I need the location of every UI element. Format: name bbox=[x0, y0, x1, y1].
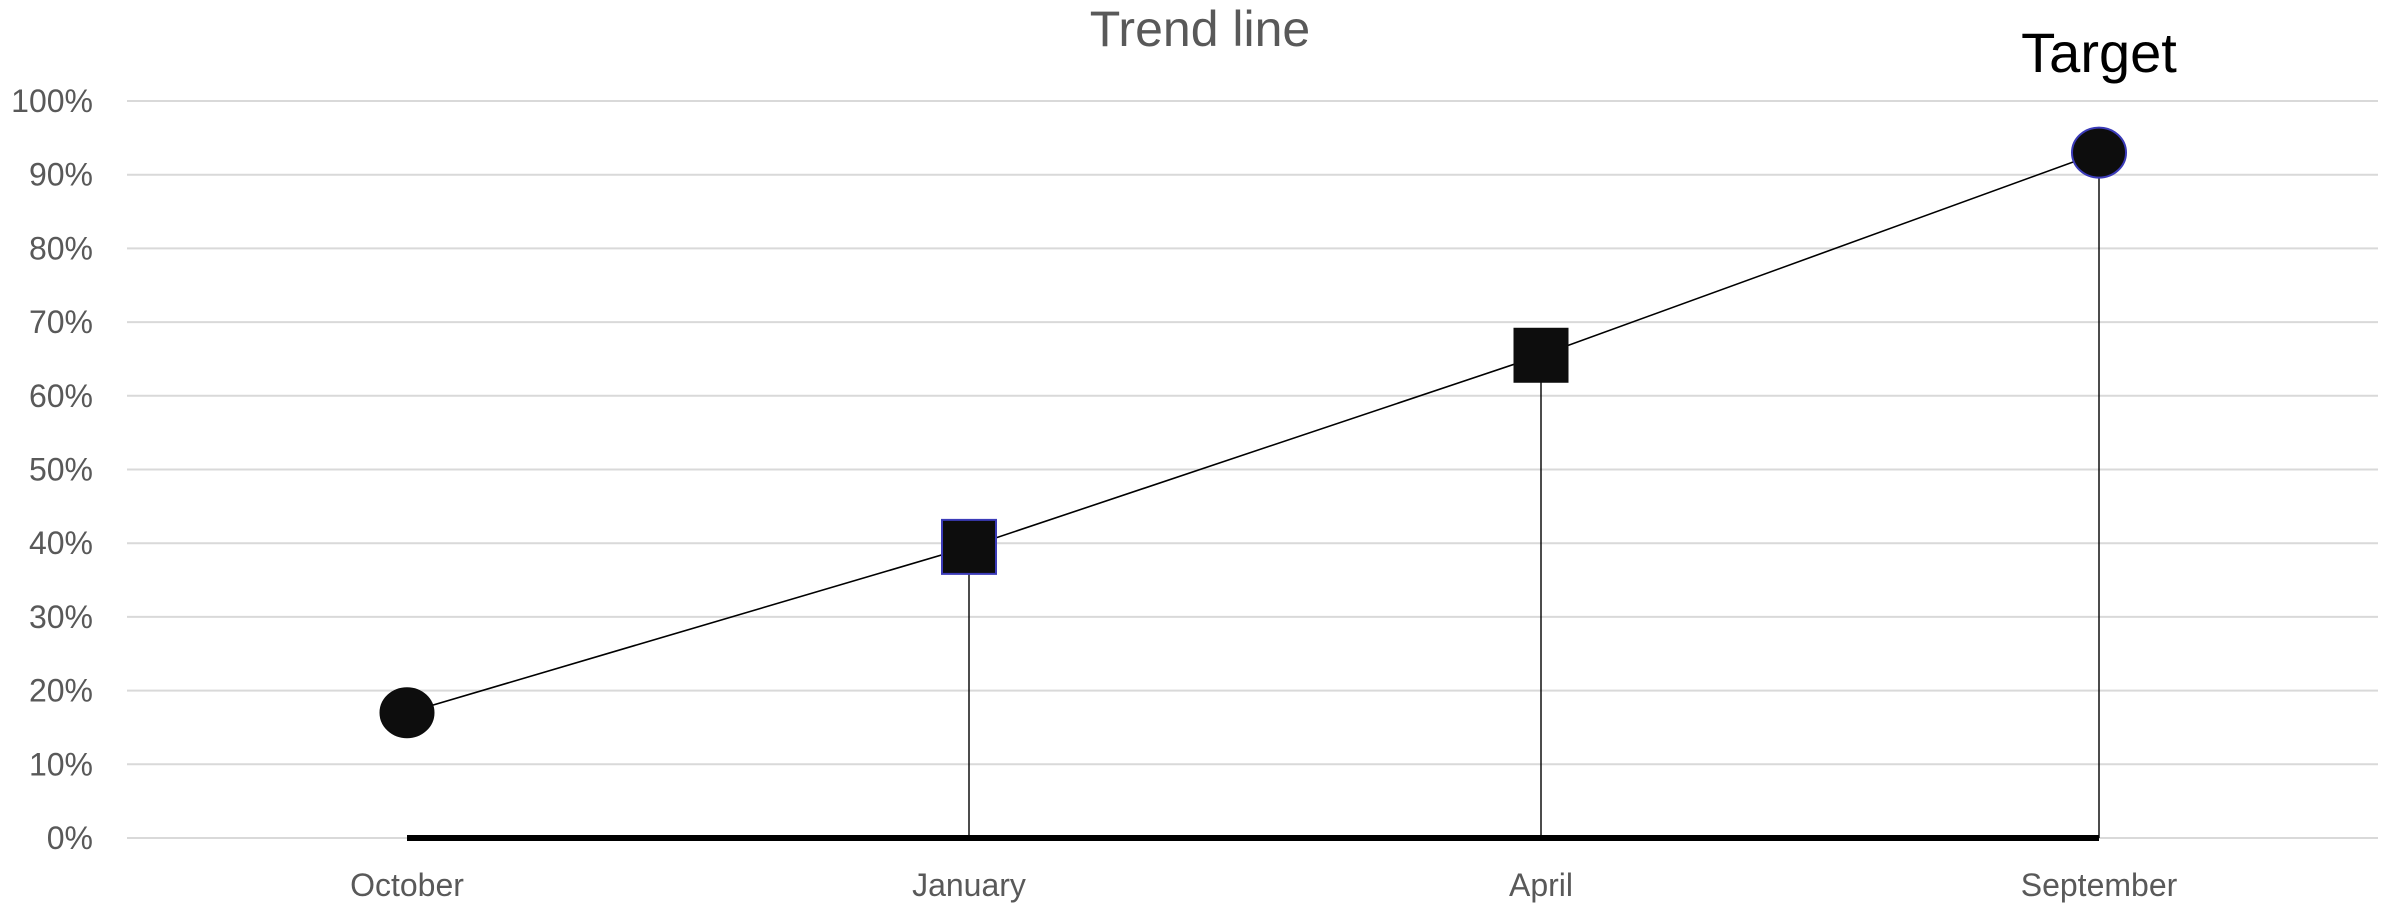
y-tick-label: 100% bbox=[11, 83, 93, 119]
y-tick-label: 40% bbox=[29, 525, 93, 561]
y-tick-label: 50% bbox=[29, 452, 93, 488]
chart-title: Trend line bbox=[1090, 1, 1310, 57]
data-point-october bbox=[379, 687, 435, 739]
annotation-label: Target bbox=[2021, 21, 2177, 84]
x-tick-label: January bbox=[912, 867, 1026, 903]
x-tick-label: April bbox=[1509, 867, 1573, 903]
y-tick-label: 20% bbox=[29, 673, 93, 709]
y-tick-label: 80% bbox=[29, 230, 93, 266]
data-point-april bbox=[1513, 327, 1569, 383]
y-tick-label: 60% bbox=[29, 378, 93, 414]
trend-series bbox=[379, 126, 2127, 739]
y-tick-label: 0% bbox=[47, 820, 93, 856]
y-tick-label: 90% bbox=[29, 157, 93, 193]
gridlines bbox=[127, 100, 2378, 839]
x-tick-label: October bbox=[350, 867, 464, 903]
y-axis-tick-labels: 0% 10% 20% 30% 40% 50% 60% 70% 80% 90% 100% bbox=[11, 83, 93, 856]
x-axis-tick-labels: October January April September bbox=[350, 867, 2178, 903]
series-line bbox=[406, 151, 2100, 714]
y-tick-label: 10% bbox=[29, 746, 93, 782]
x-tick-label: September bbox=[2021, 867, 2178, 903]
data-point-september bbox=[2071, 126, 2127, 179]
y-tick-label: 30% bbox=[29, 599, 93, 635]
data-point-january bbox=[941, 518, 997, 575]
y-tick-label: 70% bbox=[29, 304, 93, 340]
annotations: Target bbox=[2021, 21, 2177, 84]
drop-lines bbox=[968, 152, 2100, 838]
